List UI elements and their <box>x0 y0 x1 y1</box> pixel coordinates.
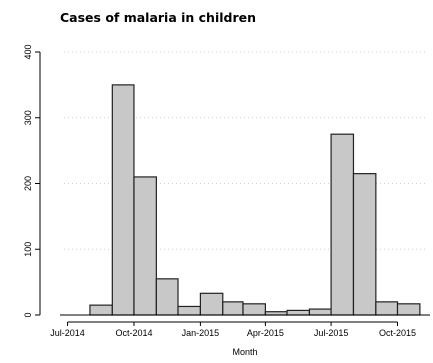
y-tick-label: 100 <box>23 242 33 257</box>
x-axis-title: Month <box>232 347 257 357</box>
x-tick-label: Oct-2015 <box>379 328 416 338</box>
bar-2014-11 <box>155 278 179 316</box>
y-tick-label: 0 <box>23 312 33 317</box>
bar-2015-01 <box>199 292 224 316</box>
bar-2015-02 <box>222 301 244 316</box>
axes: 0 100 200 300 400 Jul-2014 Oct-2014 Jan-2015 Apr… <box>23 44 430 338</box>
y-tick-label: 400 <box>23 44 33 59</box>
bar-2014-12 <box>177 305 202 316</box>
bars <box>89 84 421 316</box>
y-tick-label: 300 <box>23 110 33 125</box>
bar-2014-08 <box>89 304 113 316</box>
bar-2014-10 <box>133 176 157 316</box>
x-tick-label: Jul-2014 <box>50 328 85 338</box>
bar-2015-05 <box>286 309 311 316</box>
bar-2015-10 <box>396 303 421 316</box>
x-tick-label: Apr-2015 <box>247 328 284 338</box>
bar-2014-09 <box>111 84 135 316</box>
bar-2015-06 <box>308 308 332 316</box>
x-tick-label: Jul-2015 <box>314 328 349 338</box>
bar-2015-08 <box>352 173 377 316</box>
bar-2015-07 <box>330 133 355 316</box>
chart-title: Cases of malaria in children <box>60 10 257 25</box>
x-tick-label: Jan-2015 <box>182 328 220 338</box>
bar-2015-09 <box>375 301 399 316</box>
bar-2015-03 <box>242 303 266 316</box>
y-tick-label: 200 <box>23 176 33 191</box>
x-tick-label: Oct-2014 <box>115 328 152 338</box>
